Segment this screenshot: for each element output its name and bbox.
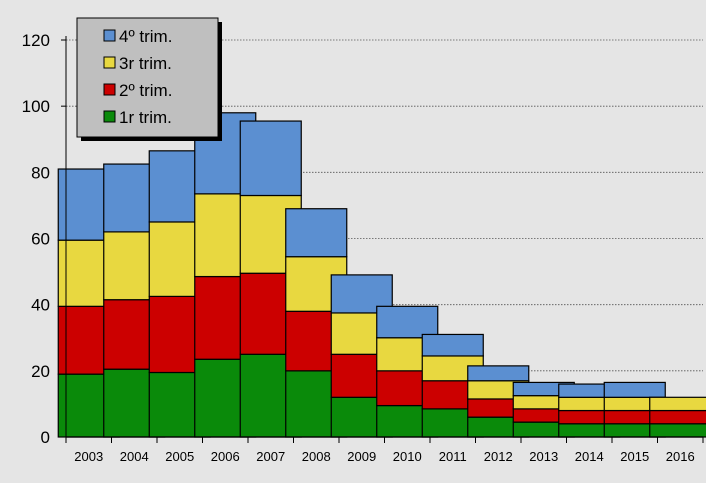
bar-2016-series-1	[649, 423, 706, 438]
x-tick-label-2006: 2006	[211, 449, 240, 464]
legend: 4º trim. 3r trim. 2º trim. 1r trim.	[76, 17, 222, 141]
x-tick-label-2009: 2009	[347, 449, 376, 464]
x-tick-label-2011: 2011	[439, 449, 467, 464]
bar-2007-series-4	[239, 120, 302, 197]
y-tick-label-0: 0	[41, 428, 50, 447]
x-tick-label-2004: 2004	[120, 449, 149, 464]
legend-swatch-3	[103, 83, 116, 96]
y-tick-label-80: 80	[31, 163, 50, 182]
bar-2012-series-4	[467, 365, 530, 382]
legend-swatch-1	[103, 29, 116, 42]
bar-2015-series-4	[603, 381, 666, 398]
x-tick-label-2016: 2016	[666, 449, 695, 464]
legend-label-3: 2º trim.	[119, 81, 172, 100]
bar-2011-series-4	[421, 333, 484, 357]
x-tick-label-2012: 2012	[484, 449, 513, 464]
legend-box	[76, 17, 219, 138]
x-tick-label-2014: 2014	[575, 449, 604, 464]
y-axis-ticks: 0 20 40 60 80 100 120	[22, 31, 66, 447]
x-tick-label-2010: 2010	[393, 449, 422, 464]
bar-2016-series-2	[649, 409, 706, 425]
legend-label-2: 3r trim.	[119, 54, 172, 73]
bar-2016-series-3	[649, 396, 706, 412]
y-tick-label-120: 120	[22, 31, 50, 50]
x-tick-label-2013: 2013	[529, 449, 558, 464]
x-tick-label-2008: 2008	[302, 449, 331, 464]
y-tick-label-100: 100	[22, 97, 50, 116]
legend-label-1: 4º trim.	[119, 27, 172, 46]
x-tick-label-2005: 2005	[165, 449, 194, 464]
y-tick-label-20: 20	[31, 362, 50, 381]
bars	[57, 112, 706, 438]
x-axis: 2003 2004 2005 2006 2007 2008 2009 2010 2011 2012…	[65, 36, 704, 464]
x-tick-label-2015: 2015	[620, 449, 649, 464]
y-tick-label-40: 40	[31, 296, 50, 315]
legend-swatch-2	[103, 56, 116, 69]
legend-label-4: 1r trim.	[119, 108, 172, 127]
legend-swatch-4	[103, 110, 116, 123]
x-tick-label-2007: 2007	[256, 449, 285, 464]
bar-2008-series-4	[285, 208, 348, 258]
x-tick-label-2003: 2003	[74, 449, 103, 464]
y-tick-label-60: 60	[31, 230, 50, 249]
bar-2010-series-4	[376, 305, 439, 339]
